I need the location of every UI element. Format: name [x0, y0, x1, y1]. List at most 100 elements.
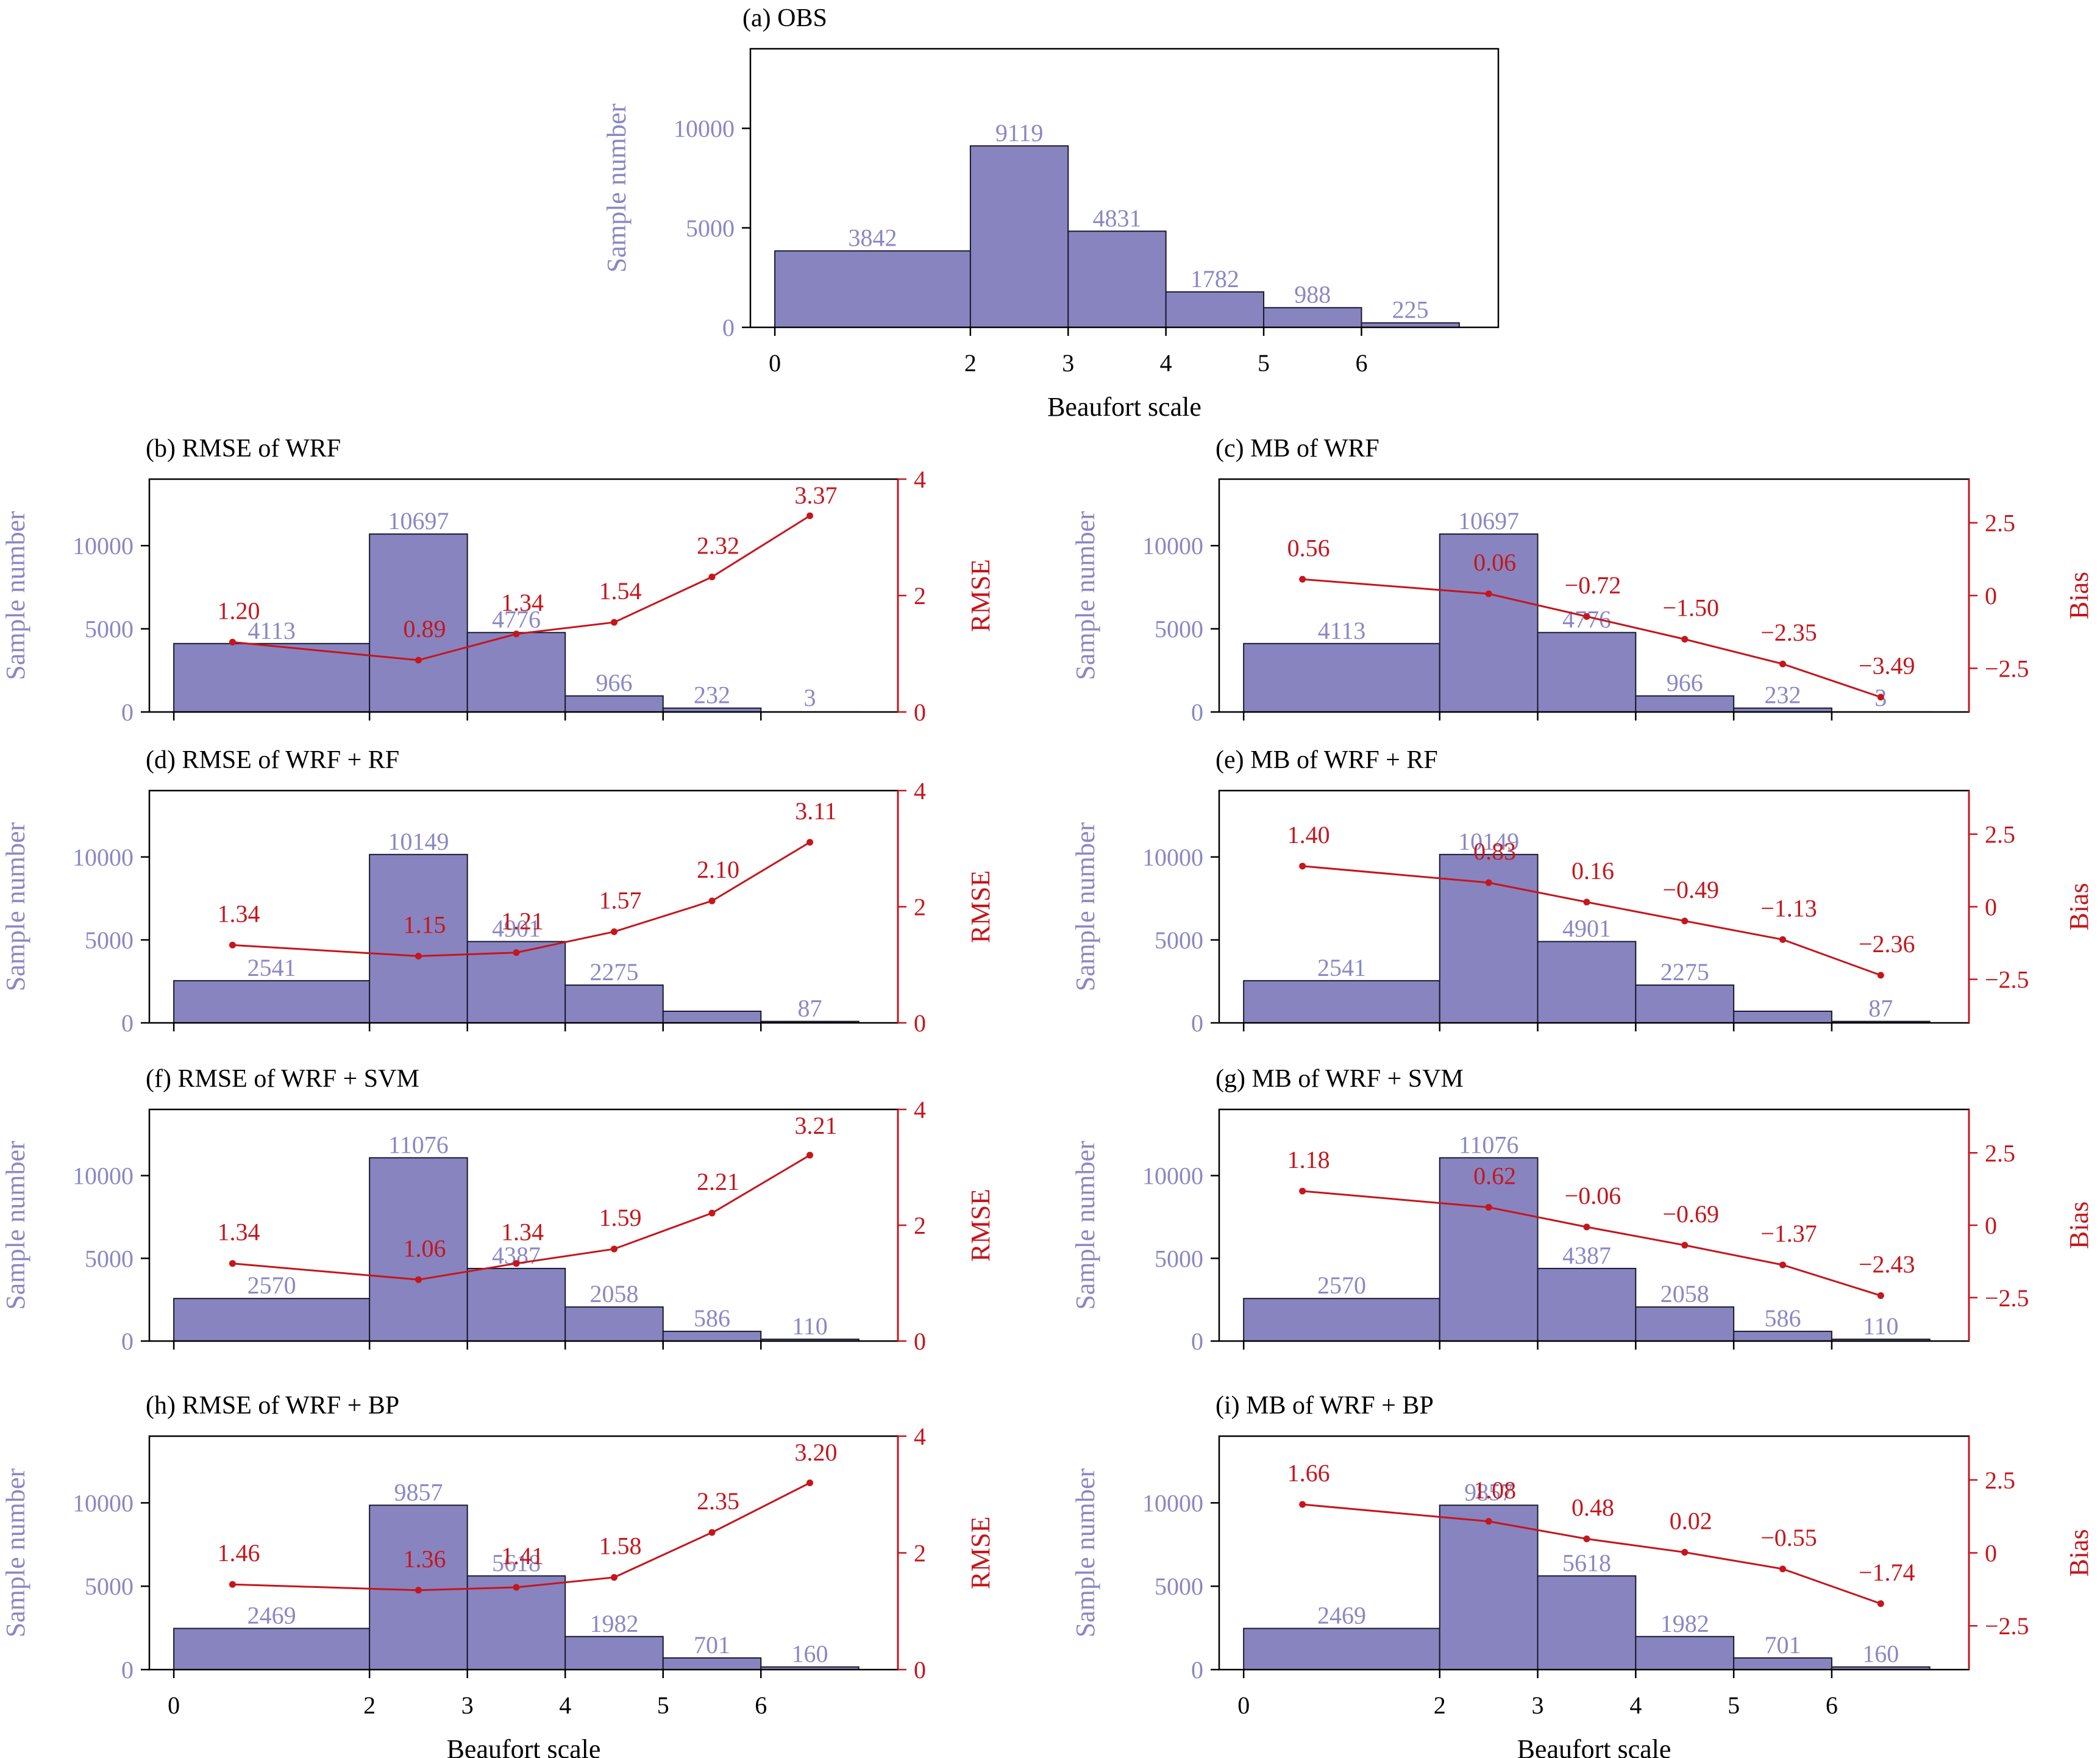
plot-frame-a — [749, 48, 1500, 329]
line-point-g-2 — [1583, 1223, 1590, 1231]
bar-b-3 — [564, 695, 664, 713]
ytick-label-f-2: 10000 — [73, 1162, 133, 1190]
ylabel-b: Sample number — [1, 511, 30, 680]
bar-label-c-1: 10697 — [1458, 507, 1519, 535]
bar-b-2 — [466, 632, 566, 713]
line-point-d-5 — [806, 839, 814, 846]
line-point-f-4 — [708, 1209, 716, 1217]
line-label-e-3: −0.49 — [1662, 876, 1719, 903]
bar-label-f-1: 11076 — [388, 1131, 449, 1158]
bar-label-e-5: 87 — [1868, 995, 1893, 1022]
bar-label-i-4: 701 — [1765, 1631, 1801, 1659]
ylabel-h: Sample number — [1, 1468, 30, 1637]
line-point-h-4 — [708, 1529, 716, 1536]
line-label-d-2: 1.21 — [501, 908, 544, 935]
bar-i-3 — [1635, 1635, 1735, 1670]
bar-c-2 — [1537, 632, 1637, 713]
y2tick-label-g-2: 2.5 — [1985, 1139, 2015, 1167]
line-point-g-4 — [1779, 1261, 1787, 1269]
bar-label-d-5: 87 — [798, 995, 822, 1022]
line-label-i-0: 1.66 — [1287, 1459, 1330, 1487]
panel-title-f: (f) RMSE of WRF + SVM — [146, 1065, 419, 1093]
line-label-g-5: −2.43 — [1859, 1250, 1915, 1278]
line-point-i-3 — [1681, 1549, 1689, 1556]
line-label-d-4: 2.10 — [697, 856, 739, 883]
line-point-f-1 — [415, 1276, 422, 1283]
y2tick-label-c-2: 2.5 — [1985, 510, 2015, 537]
panel-title-d: (d) RMSE of WRF + RF — [146, 746, 399, 774]
line-label-c-4: −2.35 — [1760, 619, 1817, 646]
line-point-b-2 — [513, 630, 520, 638]
line-point-b-5 — [806, 512, 814, 519]
y2tick-label-h-1: 2 — [914, 1540, 926, 1567]
bar-label-a-1: 9119 — [995, 119, 1044, 146]
ytick-label-g-2: 10000 — [1142, 1162, 1203, 1190]
xtick-label-i-2: 3 — [1532, 1692, 1544, 1719]
ylabel-d: Sample number — [1, 822, 30, 991]
line-label-i-2: 0.48 — [1571, 1494, 1614, 1521]
series-line-f — [232, 1154, 811, 1281]
ytick-label-e-2: 10000 — [1142, 844, 1203, 871]
line-label-h-4: 2.35 — [697, 1487, 739, 1515]
line-point-d-0 — [229, 941, 236, 948]
line-label-b-4: 2.32 — [697, 532, 739, 559]
line-label-c-0: 0.56 — [1287, 534, 1330, 561]
ytick-label-c-1: 5000 — [1155, 616, 1203, 643]
y2tick-label-f-1: 2 — [914, 1212, 926, 1239]
ylabel-c: Sample number — [1070, 511, 1100, 680]
bar-f-1 — [369, 1157, 468, 1342]
line-point-i-2 — [1583, 1536, 1590, 1543]
bar-h-0 — [173, 1628, 371, 1671]
bar-label-a-3: 1782 — [1191, 265, 1239, 293]
line-point-c-3 — [1681, 636, 1689, 643]
y2tick-label-e-1: 0 — [1985, 894, 1997, 921]
bar-label-g-2: 4387 — [1562, 1242, 1611, 1269]
line-label-e-4: −1.13 — [1760, 894, 1817, 922]
xlabel-a: Beaufort scale — [1047, 392, 1201, 422]
bar-label-h-2: 5618 — [492, 1549, 541, 1576]
ytick-label-e-0: 0 — [1191, 1009, 1203, 1037]
bar-label-a-2: 4831 — [1092, 204, 1141, 232]
y2label-b: RMSE — [966, 559, 995, 632]
bar-label-h-4: 701 — [694, 1631, 730, 1659]
line-point-c-4 — [1779, 660, 1787, 667]
panel-title-e: (e) MB of WRF + RF — [1216, 746, 1438, 774]
ytick-label-b-1: 5000 — [85, 616, 133, 643]
panel-g: 2570 11076 4387 2058 586 110 0 5000 10000 Sample … — [1070, 1065, 2094, 1355]
line-point-d-4 — [708, 897, 716, 905]
line-label-i-3: 0.02 — [1670, 1507, 1712, 1535]
ytick-label-h-2: 10000 — [73, 1489, 133, 1517]
line-point-f-5 — [806, 1151, 814, 1159]
line-label-e-5: −2.36 — [1859, 930, 1915, 958]
panel-title-h: (h) RMSE of WRF + BP — [146, 1392, 399, 1420]
line-point-e-1 — [1485, 879, 1492, 886]
bar-a-3 — [1165, 291, 1265, 328]
bar-e-2 — [1537, 941, 1637, 1024]
y2tick-label-g-1: 0 — [1985, 1212, 1997, 1239]
y2tick-label-h-2: 4 — [914, 1423, 926, 1450]
line-label-d-1: 1.15 — [403, 911, 446, 938]
y2tick-label-i-2: 2.5 — [1985, 1467, 2015, 1494]
bar-a-2 — [1067, 230, 1167, 329]
line-point-g-5 — [1877, 1292, 1884, 1299]
panel-title-g: (g) MB of WRF + SVM — [1216, 1065, 1464, 1093]
series-line-e — [1302, 865, 1881, 977]
line-point-c-1 — [1485, 590, 1492, 597]
panel-title-i: (i) MB of WRF + BP — [1216, 1392, 1434, 1420]
line-label-c-2: −0.72 — [1565, 571, 1621, 599]
line-point-d-2 — [513, 949, 520, 956]
line-label-h-5: 3.20 — [795, 1439, 838, 1466]
line-point-d-1 — [415, 952, 422, 959]
xtick-label-h-2: 3 — [461, 1692, 474, 1719]
xtick-label-a-5: 6 — [1355, 349, 1367, 377]
bar-c-3 — [1635, 695, 1735, 713]
xtick-label-a-0: 0 — [769, 349, 781, 377]
series-line-b — [232, 514, 811, 661]
y2tick-label-b-2: 4 — [914, 466, 926, 493]
bar-g-3 — [1635, 1306, 1735, 1342]
bar-label-c-4: 232 — [1765, 681, 1801, 709]
line-label-b-3: 1.54 — [599, 577, 641, 605]
line-point-e-2 — [1583, 899, 1590, 906]
bar-g-0 — [1243, 1298, 1440, 1342]
y2tick-label-d-1: 2 — [914, 894, 926, 921]
